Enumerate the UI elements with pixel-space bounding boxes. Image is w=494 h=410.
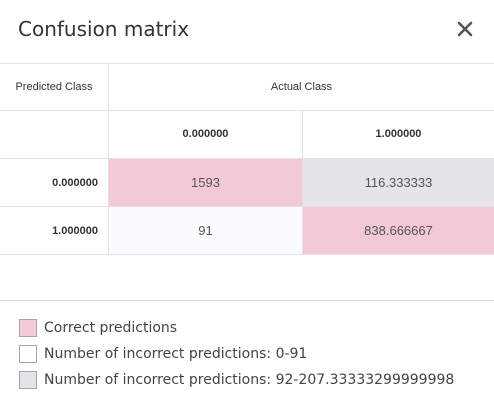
legend: Correct predictions Number of incorrect … [0,300,494,410]
legend-item-correct: Correct predictions [19,319,177,337]
legend-label: Correct predictions [44,320,178,336]
column-label: 1.000000 [375,128,422,140]
legend-swatch [19,345,37,363]
column-header-label: Actual Class [270,81,333,93]
row-label: 0.000000 [52,176,98,189]
row-label: 1.000000 [52,224,98,237]
grid-line [0,254,494,255]
legend-label: Number of incorrect predictions: 0-91 [44,346,308,362]
dialog-header: Confusion matrix [0,0,494,64]
column-label: 0.000000 [182,128,229,140]
matrix-cell-incorrect: 116.333333 [303,159,494,206]
matrix-cell-correct: 1593 [109,159,302,206]
matrix-cell-incorrect: 91 [109,207,302,254]
row-header-label: Predicted Class [15,81,93,93]
grid-line [0,110,494,111]
matrix-cell-correct: 838.666667 [303,207,494,254]
dialog-title: Confusion matrix [18,17,190,41]
grid-line [0,158,494,159]
legend-label: Number of incorrect predictions: 92-207.… [44,372,455,388]
close-icon[interactable] [454,18,476,40]
grid-line [108,64,109,255]
legend-swatch [19,371,37,389]
grid-line [0,206,494,207]
legend-item-incorrect-high: Number of incorrect predictions: 92-207.… [19,371,454,389]
legend-swatch [19,319,37,337]
confusion-matrix: Predicted Class Actual Class 0.000000 1.… [0,64,494,255]
legend-item-incorrect-low: Number of incorrect predictions: 0-91 [19,345,307,363]
grid-line [302,110,303,255]
